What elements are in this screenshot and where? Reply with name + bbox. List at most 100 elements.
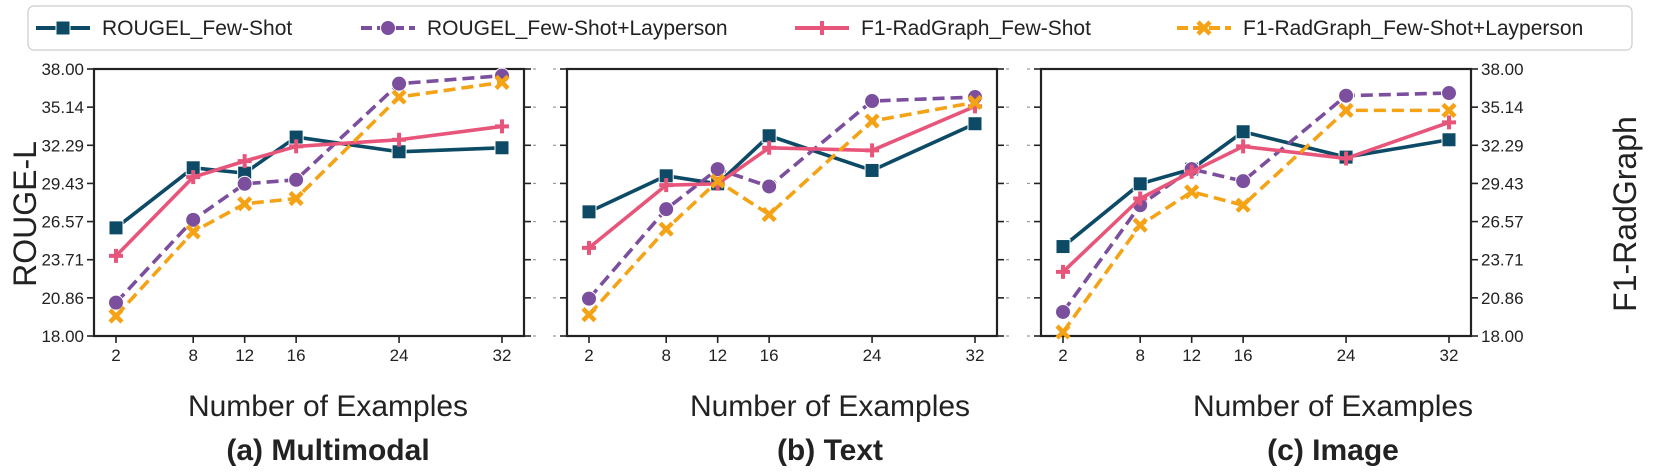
legend-marker-circle <box>380 20 396 36</box>
panel-image: Number of Examples (c) Image F1-RadGraph… <box>1027 60 1643 467</box>
data-point <box>761 178 778 195</box>
data-point <box>494 140 510 156</box>
data-point <box>1235 197 1251 213</box>
series-line <box>588 122 976 214</box>
x-tick-label: 2 <box>111 346 120 365</box>
data-point <box>1339 151 1354 166</box>
data-point <box>237 196 253 212</box>
y-tick-label: 32.29 <box>41 136 84 155</box>
x-ticks: 2 8 12 16 24 32 <box>1058 336 1458 365</box>
y-tick-label: 23.71 <box>1481 251 1524 270</box>
y-tick-label: 18.00 <box>1481 327 1524 346</box>
data-point <box>581 290 597 307</box>
data-point <box>581 204 597 220</box>
plot-border <box>1039 67 1473 338</box>
series-line <box>114 80 503 318</box>
legend-label: F1-RadGraph_Few-Shot <box>861 17 1091 40</box>
data-point <box>762 140 777 155</box>
x-tick-label: 8 <box>188 346 197 365</box>
data-point <box>582 240 596 255</box>
data-point <box>967 116 983 132</box>
data-point <box>1442 115 1456 130</box>
data-point <box>1236 139 1251 154</box>
panel-multimodal: Number of Examples (a) Multimodal ROUGE-… <box>7 60 538 467</box>
series-line <box>114 135 503 230</box>
data-point <box>1132 176 1148 192</box>
panel-title: (c) Image <box>1267 434 1399 467</box>
data-point <box>108 294 124 311</box>
legend-marker-x <box>1196 20 1212 36</box>
panel-title: (a) Multimodal <box>226 434 429 467</box>
data-point <box>288 171 305 188</box>
data-point <box>1441 132 1457 148</box>
legend-marker-square <box>55 20 71 36</box>
series-f1-radgraph-few-shot-layperson <box>108 74 510 324</box>
legend-marker-plus <box>815 21 829 35</box>
x-tick-label: 32 <box>966 346 985 365</box>
legend-label: ROUGEL_Few-Shot+Layperson <box>427 17 728 40</box>
data-point <box>1338 102 1354 118</box>
data-point <box>1055 324 1071 340</box>
y-tick-label: 20.86 <box>1481 289 1524 308</box>
data-point <box>581 307 597 323</box>
data-point <box>391 75 408 92</box>
series-line <box>587 100 976 316</box>
data-point <box>865 143 880 158</box>
series-f1-radgraph-few-shot <box>109 119 509 263</box>
legend-label: F1-RadGraph_Few-Shot+Layperson <box>1243 17 1583 40</box>
x-ticks: 2 8 12 16 24 32 <box>584 336 984 365</box>
data-point <box>1338 87 1355 104</box>
data-point <box>108 220 124 236</box>
data-point <box>495 119 509 134</box>
series-rougel-few-shot-layperson <box>581 89 983 307</box>
data-point <box>185 224 201 240</box>
data-point <box>658 221 674 237</box>
y-tick-label: 23.71 <box>41 251 84 270</box>
data-point <box>186 170 201 185</box>
axes-frame <box>1039 67 1473 338</box>
x-tick-label: 16 <box>760 346 779 365</box>
x-tick-label: 24 <box>390 346 409 365</box>
series-line <box>114 124 503 258</box>
y-tick-label: 35.14 <box>41 98 84 117</box>
series-f1-radgraph-few-shot-layperson <box>1055 102 1457 340</box>
data-point <box>864 113 880 129</box>
data-point <box>185 211 202 228</box>
y-tick-label: 35.14 <box>1481 98 1524 117</box>
x-tick-label: 32 <box>493 346 512 365</box>
x-tick-label: 8 <box>661 346 670 365</box>
axes-frame <box>565 67 999 338</box>
x-tick-label: 12 <box>235 346 254 365</box>
y-tick-label: 26.57 <box>41 213 84 232</box>
axes-frame <box>92 67 526 338</box>
panel-text: Number of Examples (b) Text 2 8 12 16 24 32 <box>553 67 1011 467</box>
x-tick-label: 24 <box>1337 346 1356 365</box>
data-point <box>1235 173 1252 190</box>
y-tick-label: 38.00 <box>1481 60 1524 79</box>
x-tick-label: 16 <box>287 346 306 365</box>
series-rougel-few-shot <box>1055 124 1457 255</box>
y-tick-label: 32.29 <box>1481 136 1524 155</box>
y-tick-label: 29.43 <box>41 174 84 193</box>
plot-border <box>92 67 526 338</box>
series-line <box>1061 120 1450 274</box>
y-ticks: 18.00 20.86 23.71 26.57 29.43 32.29 35.14 38.00 <box>41 60 538 346</box>
data-point <box>392 132 407 147</box>
x-tick-label: 2 <box>584 346 593 365</box>
series-f1-radgraph-few-shot-layperson <box>581 94 983 323</box>
data-point <box>658 201 675 218</box>
data-point <box>1441 85 1457 102</box>
y-tick-label: 26.57 <box>1481 213 1524 232</box>
data-point <box>1132 217 1148 233</box>
data-point <box>659 178 674 193</box>
y-ticks: 18.00 20.86 23.71 26.57 29.43 32.29 35.14 38.00 <box>1027 60 1524 346</box>
data-point <box>761 206 777 223</box>
data-point <box>1235 124 1251 140</box>
x-axis-label: Number of Examples <box>1193 390 1473 423</box>
x-tick-label: 16 <box>1234 346 1253 365</box>
x-tick-label: 32 <box>1440 346 1459 365</box>
legend: ROUGEL_Few-Shot ROUGEL_Few-Shot+Layperso… <box>27 5 1633 51</box>
data-point <box>710 173 726 189</box>
y-tick-label: 20.86 <box>41 289 84 308</box>
